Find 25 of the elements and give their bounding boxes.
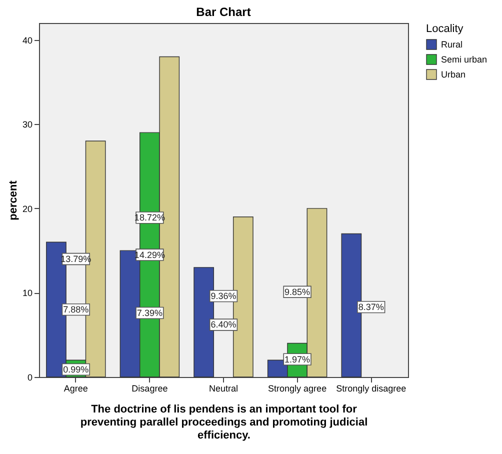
annotation: 6.40%: [210, 320, 236, 330]
annotation: 8.37%: [358, 302, 384, 312]
y-tick-label: 30: [22, 120, 32, 130]
legend-label: Rural: [441, 40, 463, 50]
annotation: 9.85%: [284, 286, 310, 297]
y-axis-title: percent: [7, 180, 20, 220]
legend-label: Semi urban: [441, 54, 488, 64]
x-tick-label: Neutral: [208, 384, 238, 394]
y-tick-label: 40: [22, 35, 32, 46]
legend-label: Urban: [441, 70, 466, 80]
x-tick-label: Disagree: [132, 384, 168, 394]
y-tick-label: 10: [22, 288, 32, 298]
y-tick-label: 0: [27, 372, 32, 382]
chart-title: Bar Chart: [196, 5, 251, 19]
annotation: 0.99%: [63, 364, 89, 374]
x-tick-label: Strongly disagree: [336, 384, 406, 394]
legend-title: Locality: [426, 23, 464, 35]
y-tick-label: 20: [22, 204, 32, 214]
annotation: 9.36%: [210, 291, 236, 302]
x-axis-title: The doctrine of lis pendens is an important tool for preventing parallel proceedings and promoting judicial efficiency.: [80, 404, 368, 442]
x-tick-label: Agree: [64, 384, 88, 394]
annotation: 7.88%: [63, 304, 89, 315]
x-tick-label: Strongly agree: [268, 384, 327, 394]
annotation: 1.97%: [284, 354, 310, 364]
annotation: 7.39%: [136, 308, 162, 318]
